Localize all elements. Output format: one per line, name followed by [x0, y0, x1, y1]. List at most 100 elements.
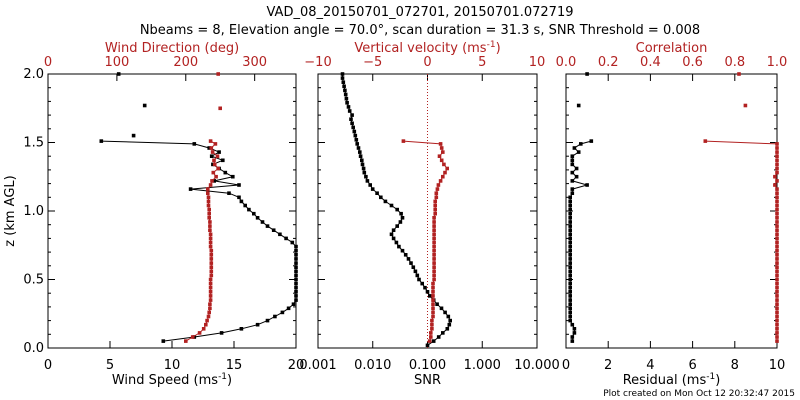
data-point	[448, 318, 452, 323]
data-point	[775, 195, 779, 200]
data-point	[227, 191, 231, 195]
data-point	[294, 248, 298, 253]
data-point	[247, 207, 251, 212]
data-point	[439, 146, 444, 150]
data-point	[432, 265, 436, 269]
data-point	[568, 285, 572, 290]
data-point	[568, 232, 572, 237]
data-point	[775, 244, 779, 249]
data-point	[775, 277, 779, 282]
data-point	[142, 103, 147, 108]
x-tick-label-top: 0.0	[556, 55, 577, 70]
data-point	[420, 281, 424, 286]
data-point	[401, 139, 406, 143]
data-point	[431, 306, 435, 311]
data-point	[447, 322, 452, 327]
y-tick-label: 1.0	[23, 204, 44, 219]
data-point	[775, 265, 779, 269]
data-point	[585, 183, 589, 187]
x-tick-label-top: 0.4	[640, 55, 661, 70]
data-point	[364, 174, 368, 179]
data-point	[568, 314, 572, 319]
data-point	[435, 187, 440, 191]
data-point	[568, 261, 572, 265]
data-point	[294, 244, 298, 249]
data-point	[775, 248, 779, 253]
data-point	[212, 162, 217, 167]
data-point	[436, 335, 441, 339]
data-point	[344, 96, 349, 101]
data-point	[431, 290, 435, 294]
data-point	[775, 199, 779, 204]
data-point	[775, 211, 779, 216]
data-point	[351, 125, 355, 130]
data-point	[432, 240, 436, 245]
data-point	[433, 207, 437, 212]
data-point	[209, 248, 214, 253]
data-point	[428, 294, 432, 298]
data-point	[355, 142, 359, 146]
data-point	[427, 339, 432, 343]
data-point	[425, 343, 430, 348]
data-point	[568, 310, 572, 315]
data-point	[131, 133, 136, 138]
data-point	[360, 158, 364, 163]
data-point	[239, 327, 244, 331]
data-point	[568, 211, 572, 216]
x-tick-label-top: 10	[529, 55, 546, 70]
data-point	[260, 220, 265, 224]
data-point	[206, 199, 211, 204]
x-tick-label-bottom: 4	[646, 358, 654, 373]
x-tick-label-bottom: 2	[604, 358, 612, 373]
x-axis-label-bottom: Residual (ms-1)	[623, 372, 721, 388]
data-point	[775, 146, 779, 150]
data-point	[294, 277, 298, 282]
panel-snr: 0.001 0.010 0.100 1.000 10.000 SNR −10 −5 0 5 10 Ve…	[299, 40, 559, 388]
data-point	[411, 265, 416, 269]
data-point	[208, 285, 213, 290]
data-point	[208, 236, 213, 241]
data-point	[210, 150, 215, 154]
data-point	[350, 121, 354, 126]
data-point	[568, 199, 572, 204]
data-point	[208, 183, 213, 187]
data-point	[161, 339, 166, 343]
data-point	[775, 298, 779, 302]
data-point	[442, 162, 446, 167]
data-point	[431, 294, 435, 298]
x-tick-label-top: 0	[423, 55, 431, 70]
data-point	[775, 281, 779, 286]
data-point	[209, 253, 214, 257]
data-point	[239, 199, 244, 204]
data-point	[432, 273, 436, 278]
x-tick-label-top: 0.6	[682, 55, 703, 70]
y-tick-label: 0.5	[23, 273, 44, 288]
data-point	[431, 302, 435, 306]
data-point	[370, 187, 375, 191]
data-point	[294, 253, 298, 257]
data-point	[445, 327, 450, 331]
data-point	[775, 335, 779, 339]
data-point	[206, 314, 211, 319]
data-point	[443, 170, 447, 175]
data-point	[589, 139, 594, 143]
data-point	[197, 331, 202, 335]
data-point	[775, 191, 779, 195]
data-point	[574, 174, 579, 179]
data-point	[572, 331, 577, 335]
data-point	[208, 306, 212, 311]
data-point	[209, 261, 214, 265]
data-point	[273, 314, 277, 319]
x-tick-label-bottom: 10	[769, 358, 786, 373]
data-point	[294, 285, 298, 290]
data-point	[208, 220, 212, 224]
data-point	[433, 199, 437, 204]
data-point	[775, 310, 779, 315]
data-point	[441, 150, 445, 154]
data-point	[237, 195, 241, 200]
data-point	[568, 273, 572, 278]
data-point	[375, 191, 379, 195]
data-point	[431, 281, 435, 286]
data-point	[294, 273, 298, 278]
data-point	[294, 298, 298, 302]
